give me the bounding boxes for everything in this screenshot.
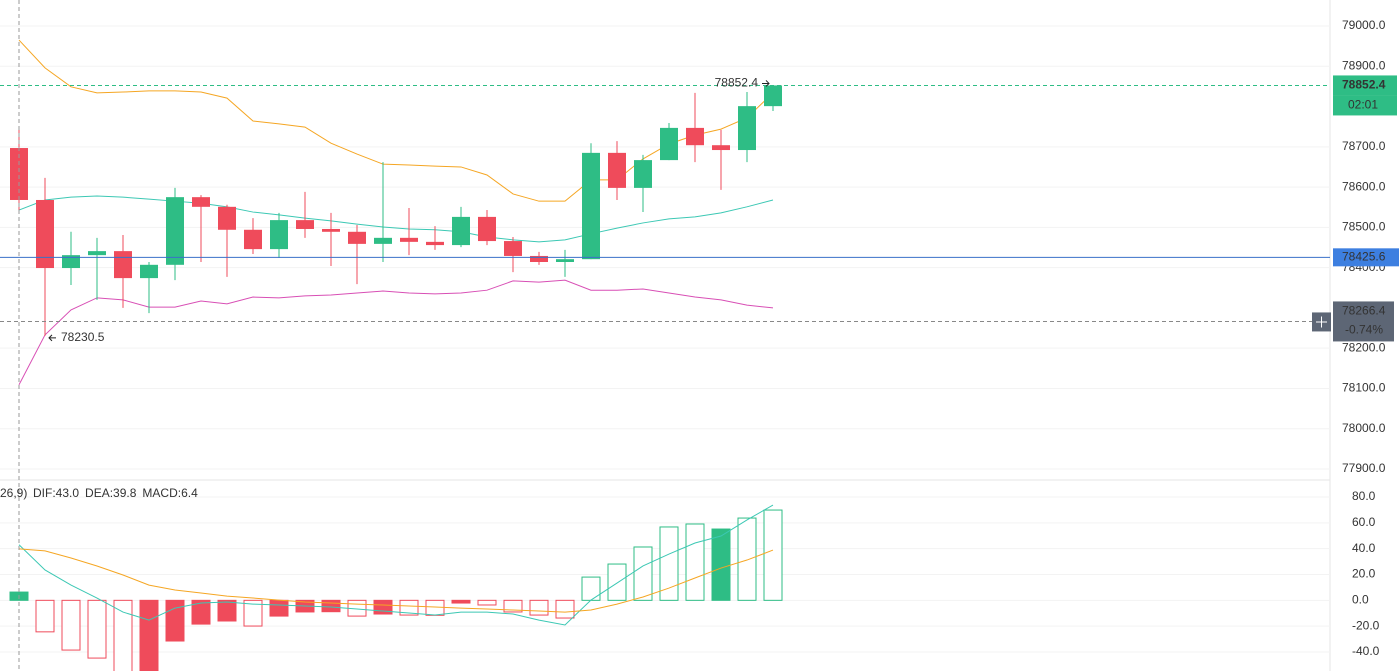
candle-body xyxy=(478,216,496,242)
crosshair-price: 78266.4 xyxy=(1342,304,1386,318)
y-tick-label: 78500.0 xyxy=(1342,220,1386,234)
low-annotation: 78230.5 xyxy=(61,330,105,344)
candle-body xyxy=(192,197,210,207)
candle-body xyxy=(634,160,652,188)
add-icon xyxy=(1316,316,1327,328)
y-tick-label: 20.0 xyxy=(1352,567,1376,581)
macd-line xyxy=(18,504,774,626)
candle-body xyxy=(296,220,314,229)
candle-body xyxy=(504,241,522,256)
y-tick-label: 78100.0 xyxy=(1342,381,1386,395)
macd-params: 26,9) xyxy=(0,486,27,500)
macd-bar xyxy=(555,599,575,619)
crosshair-box xyxy=(1333,301,1394,342)
candle-body xyxy=(660,127,678,161)
band-line xyxy=(18,195,774,243)
last-price-label: 78852.4 xyxy=(1342,78,1386,92)
y-tick-label: 40.0 xyxy=(1352,541,1376,555)
countdown-box xyxy=(1333,95,1397,116)
candle-body xyxy=(738,106,756,151)
macd-bar xyxy=(503,599,523,613)
candle-body xyxy=(686,127,704,146)
macd-bar xyxy=(321,599,341,613)
y-tick-label: 79000.0 xyxy=(1342,18,1386,32)
macd-bar xyxy=(87,599,107,659)
candle-body xyxy=(166,197,184,265)
low-arrow xyxy=(48,334,56,342)
macd-bar xyxy=(425,599,445,616)
candle-body xyxy=(88,251,106,256)
y-tick-label: 78600.0 xyxy=(1342,179,1386,193)
macd-line xyxy=(18,548,774,613)
crosshair-change: -0.74% xyxy=(1345,323,1383,337)
candle-body xyxy=(400,237,418,242)
macd-bar xyxy=(399,599,419,616)
macd-bar xyxy=(607,563,627,601)
macd-bar xyxy=(269,599,289,617)
candle-body xyxy=(114,251,132,279)
candle-body xyxy=(426,241,444,246)
macd-bar xyxy=(581,576,601,601)
annotation-arrow xyxy=(762,80,770,87)
band-line xyxy=(18,279,774,386)
macd-bar xyxy=(685,523,705,601)
macd-bar xyxy=(659,526,679,601)
last-price-annotation: 78852.4 xyxy=(715,76,759,90)
grid: 79000.078900.078700.078600.078500.078400… xyxy=(0,18,1386,658)
y-tick-label: 78700.0 xyxy=(1342,139,1386,153)
y-tick-label: 78900.0 xyxy=(1342,58,1386,72)
y-tick-label: 80.0 xyxy=(1352,489,1376,503)
macd-bar xyxy=(35,599,55,633)
band-line xyxy=(18,39,774,202)
macd-bar xyxy=(217,599,237,622)
y-tick-label: 77900.0 xyxy=(1342,461,1386,475)
macd-bar xyxy=(61,599,81,651)
macd-bar xyxy=(191,599,211,625)
macd-bar xyxy=(763,509,783,601)
macd-bar xyxy=(451,599,471,604)
candle-body xyxy=(322,228,340,232)
reference-box xyxy=(1333,248,1399,267)
y-tick-label: 78200.0 xyxy=(1342,340,1386,354)
candle-body xyxy=(348,231,366,244)
macd-bar xyxy=(477,599,497,606)
macd-bar xyxy=(243,599,263,627)
y-tick-label: 78000.0 xyxy=(1342,421,1386,435)
candle-body xyxy=(582,152,600,260)
y-tick-label: -40.0 xyxy=(1352,644,1380,658)
candle-body xyxy=(218,206,236,230)
reference-label: 78425.6 xyxy=(1342,249,1386,263)
macd-bar xyxy=(113,599,133,671)
candle-body xyxy=(244,229,262,250)
plot xyxy=(9,39,783,671)
countdown-label: 02:01 xyxy=(1348,98,1378,112)
candle-body xyxy=(530,255,548,262)
candle-body xyxy=(608,152,626,188)
y-tick-label: 60.0 xyxy=(1352,515,1376,529)
candle-body xyxy=(452,216,470,246)
candle-body xyxy=(374,237,392,244)
candle-body xyxy=(556,259,574,262)
macd-bar xyxy=(737,517,757,601)
macd-bar xyxy=(633,546,653,601)
candle-body xyxy=(764,85,782,107)
candle-body xyxy=(36,199,54,269)
y-tick-label: 0.0 xyxy=(1352,593,1369,607)
candle-body xyxy=(10,148,28,200)
macd-bar xyxy=(529,599,549,616)
candle-body xyxy=(140,264,158,279)
macd-bar xyxy=(711,528,731,601)
last-price-box xyxy=(1333,75,1397,96)
candle-body xyxy=(270,220,288,250)
legend-entry: MACD:6.4 xyxy=(142,486,198,500)
legend-entry: DIF:43.0 xyxy=(33,486,79,500)
legend-entry: DEA:39.8 xyxy=(85,486,137,500)
macd-bar xyxy=(139,599,159,671)
candle-body xyxy=(712,145,730,151)
candle-body xyxy=(62,255,80,269)
y-tick-label: -20.0 xyxy=(1352,618,1380,632)
